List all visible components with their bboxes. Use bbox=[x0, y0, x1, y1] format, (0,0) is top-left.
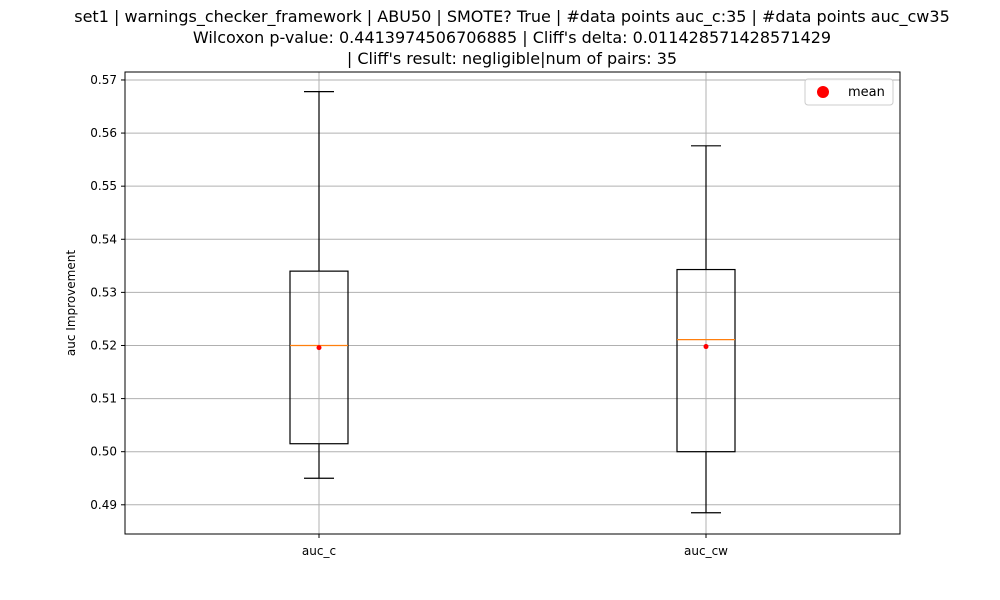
box-auc_c bbox=[289, 91, 349, 479]
chart-title: set1 | warnings_checker_framework | ABU5… bbox=[74, 7, 950, 68]
legend-box bbox=[804, 78, 894, 106]
y-tick-label: 0.50 bbox=[90, 445, 117, 459]
iqr-box bbox=[289, 270, 349, 445]
chart-title-line-2: Wilcoxon p-value: 0.4413974506706885 | C… bbox=[193, 28, 831, 47]
plot-frame bbox=[124, 71, 901, 535]
chart-title-line-3: | Cliff's result: negligible|num of pair… bbox=[347, 49, 677, 68]
x-tick-label: auc_c bbox=[302, 544, 336, 558]
y-axis-label: auc Improvement bbox=[64, 250, 78, 356]
x-axis: auc_c auc_cw bbox=[302, 534, 728, 558]
y-tick-label: 0.53 bbox=[90, 285, 117, 299]
y-tick-label: 0.56 bbox=[90, 126, 117, 140]
chart-title-line-1: set1 | warnings_checker_framework | ABU5… bbox=[74, 7, 950, 27]
grid bbox=[125, 72, 900, 534]
mean-marker bbox=[703, 344, 709, 350]
y-tick-label: 0.52 bbox=[90, 338, 117, 352]
y-tick-label: 0.51 bbox=[90, 392, 117, 406]
legend: mean bbox=[804, 78, 894, 106]
y-tick-label: 0.54 bbox=[90, 232, 117, 246]
boxes bbox=[289, 91, 736, 514]
iqr-box bbox=[676, 268, 736, 453]
x-tick-label: auc_cw bbox=[684, 544, 728, 558]
y-tick-label: 0.49 bbox=[90, 498, 117, 512]
legend-marker bbox=[817, 86, 829, 98]
mean-marker bbox=[316, 345, 322, 351]
y-axis: 0.49 0.50 0.51 0.52 0.53 0.54 0.55 0.56 0.57 bbox=[90, 73, 125, 512]
box-auc_cw bbox=[676, 145, 736, 514]
y-tick-label: 0.55 bbox=[90, 179, 117, 193]
legend-label: mean bbox=[848, 85, 885, 100]
y-tick-label: 0.57 bbox=[90, 73, 117, 87]
